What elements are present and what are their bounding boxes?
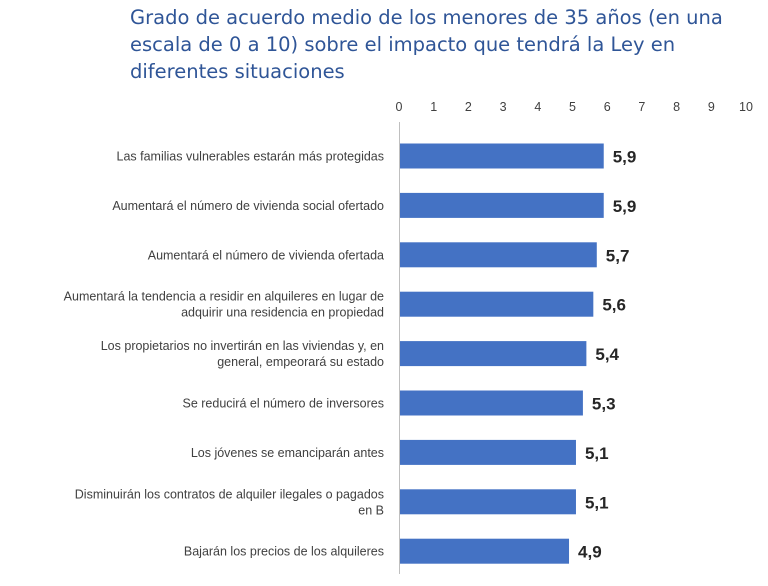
category-label: Los jóvenes se emanciparán antes: [191, 446, 384, 460]
bar: [400, 242, 597, 268]
x-tick-label: 4: [534, 100, 541, 114]
x-tick-label: 2: [465, 100, 472, 114]
data-label: 5,7: [606, 246, 630, 265]
bar: [400, 341, 587, 367]
category-label-line: Disminuirán los contratos de alquiler il…: [75, 487, 384, 501]
category-label: Disminuirán los contratos de alquiler il…: [75, 487, 384, 517]
category-label-line: general, empeorará su estado: [217, 355, 384, 369]
category-label-line: Aumentará el número de vivienda social o…: [112, 199, 384, 213]
category-label: Aumentará la tendencia a residir en alqu…: [64, 290, 384, 320]
category-label-line: adquirir una residencia en propiedad: [181, 306, 384, 320]
category-label: Se reducirá el número de inversores: [183, 397, 385, 411]
category-label-line: Los propietarios no invertirán en las vi…: [101, 339, 384, 353]
x-tick-label: 0: [396, 100, 403, 114]
category-label: Los propietarios no invertirán en las vi…: [101, 339, 384, 369]
data-label: 5,3: [592, 395, 616, 414]
x-tick-label: 7: [638, 100, 645, 114]
x-tick-label: 1: [430, 100, 437, 114]
x-tick-label: 6: [604, 100, 611, 114]
x-tick-label: 8: [673, 100, 680, 114]
x-tick-label: 9: [708, 100, 715, 114]
bar: [400, 192, 604, 218]
category-label-line: Se reducirá el número de inversores: [183, 397, 385, 411]
category-label: Aumentará el número de vivienda ofertada: [148, 248, 384, 262]
category-label-line: Aumentará la tendencia a residir en alqu…: [64, 290, 384, 304]
category-label: Bajarán los precios de los alquileres: [184, 545, 384, 559]
data-label: 5,1: [585, 493, 609, 512]
data-label: 5,4: [595, 345, 619, 364]
category-label-line: Aumentará el número de vivienda ofertada: [148, 248, 384, 262]
bar: [400, 291, 594, 317]
x-tick-label: 10: [739, 100, 753, 114]
x-tick-label: 3: [500, 100, 507, 114]
data-label: 5,9: [613, 197, 637, 216]
data-label: 4,9: [578, 543, 602, 562]
bar: [400, 538, 570, 564]
chart-title: Grado de acuerdo medio de los menores de…: [130, 6, 723, 83]
category-label-line: Bajarán los precios de los alquileres: [184, 545, 384, 559]
category-label: Aumentará el número de vivienda social o…: [112, 199, 384, 213]
x-tick-label: 5: [569, 100, 576, 114]
category-label-line: en B: [358, 503, 384, 517]
bar: [400, 439, 576, 465]
category-label-line: Los jóvenes se emanciparán antes: [191, 446, 384, 460]
data-label: 5,1: [585, 444, 609, 463]
bar: [400, 489, 576, 515]
bar: [400, 143, 604, 169]
data-label: 5,9: [613, 148, 637, 167]
category-label: Las familias vulnerables estarán más pro…: [117, 150, 385, 164]
data-label: 5,6: [602, 296, 626, 315]
bar: [400, 390, 583, 416]
category-label-line: Las familias vulnerables estarán más pro…: [117, 150, 385, 164]
